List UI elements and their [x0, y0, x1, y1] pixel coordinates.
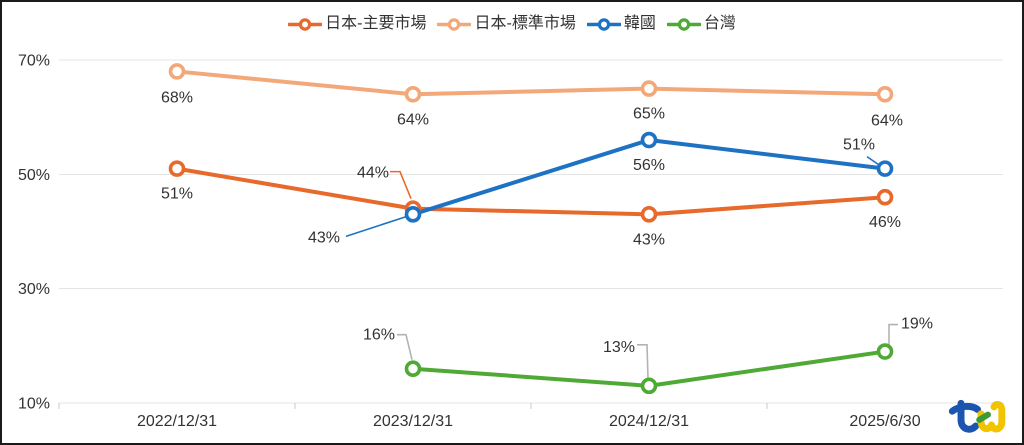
- data-label: 64%: [397, 111, 429, 128]
- data-label: 46%: [869, 214, 901, 231]
- x-axis-category-label: 2025/6/30: [849, 413, 920, 430]
- series-line-1: [175, 69, 887, 97]
- data-label: 44%: [357, 165, 389, 182]
- data-point-0-2: [640, 206, 658, 223]
- data-point-0-3: [876, 188, 894, 206]
- data-label-leader: [345, 215, 408, 238]
- data-label-leader: [866, 155, 881, 167]
- y-axis-tick-label: 70%: [18, 53, 50, 70]
- x-axis-category-label: 2022/12/31: [137, 413, 217, 430]
- legend-label: 日本-主要市場: [325, 15, 427, 32]
- data-point-0-0: [168, 160, 186, 177]
- legend-item-0: 日本-主要市場: [288, 16, 426, 32]
- data-label-leader: [390, 170, 412, 199]
- data-point-2-3: [876, 160, 894, 177]
- legend-marker-icon: [586, 17, 621, 31]
- data-point-2-1: [404, 206, 422, 223]
- data-label: 43%: [633, 231, 665, 248]
- data-point-1-3: [876, 86, 894, 103]
- data-point-1-0: [168, 63, 186, 80]
- tej-logo: [948, 399, 1006, 433]
- legend-marker-icon: [288, 17, 323, 31]
- legend-label: 韓國: [623, 15, 656, 32]
- legend-marker-icon: [437, 17, 472, 31]
- data-point-1-1: [404, 86, 422, 103]
- x-axis-category-label: 2024/12/31: [609, 413, 689, 430]
- x-axis-category-label: 2023/12/31: [373, 413, 453, 430]
- legend-marker-icon: [666, 17, 701, 31]
- legend-item-3: 台灣: [666, 15, 736, 32]
- data-label: 51%: [843, 137, 875, 154]
- data-label: 16%: [363, 327, 395, 344]
- data-label: 43%: [308, 229, 340, 246]
- legend-label: 日本-標準市場: [474, 15, 576, 32]
- data-label: 51%: [161, 186, 193, 203]
- data-point-3-3: [876, 343, 894, 360]
- legend-item-1: 日本-標準市場: [437, 15, 576, 32]
- data-point-1-2: [640, 80, 658, 97]
- y-axis-tick-label: 10%: [18, 396, 50, 413]
- data-label: 13%: [603, 339, 635, 356]
- data-label: 19%: [901, 316, 933, 333]
- data-label: 65%: [633, 106, 665, 123]
- data-label: 68%: [161, 89, 193, 106]
- chart-legend: 日本-主要市場 日本-標準市場 韓國 台灣: [2, 16, 1022, 32]
- legend-item-2: 韓國: [586, 15, 656, 32]
- series-line-0: [175, 166, 887, 217]
- data-label-leader: [397, 333, 413, 360]
- data-point-2-2: [640, 131, 658, 149]
- data-label-leader: [637, 344, 649, 378]
- y-axis-tick-label: 50%: [18, 167, 50, 184]
- data-label: 56%: [633, 157, 665, 174]
- legend-label: 台灣: [703, 15, 736, 32]
- data-point-3-1: [404, 360, 422, 378]
- data-label: 64%: [871, 112, 903, 129]
- data-label-leader: [888, 323, 898, 348]
- y-axis-tick-label: 30%: [18, 281, 50, 298]
- data-point-3-2: [640, 377, 658, 395]
